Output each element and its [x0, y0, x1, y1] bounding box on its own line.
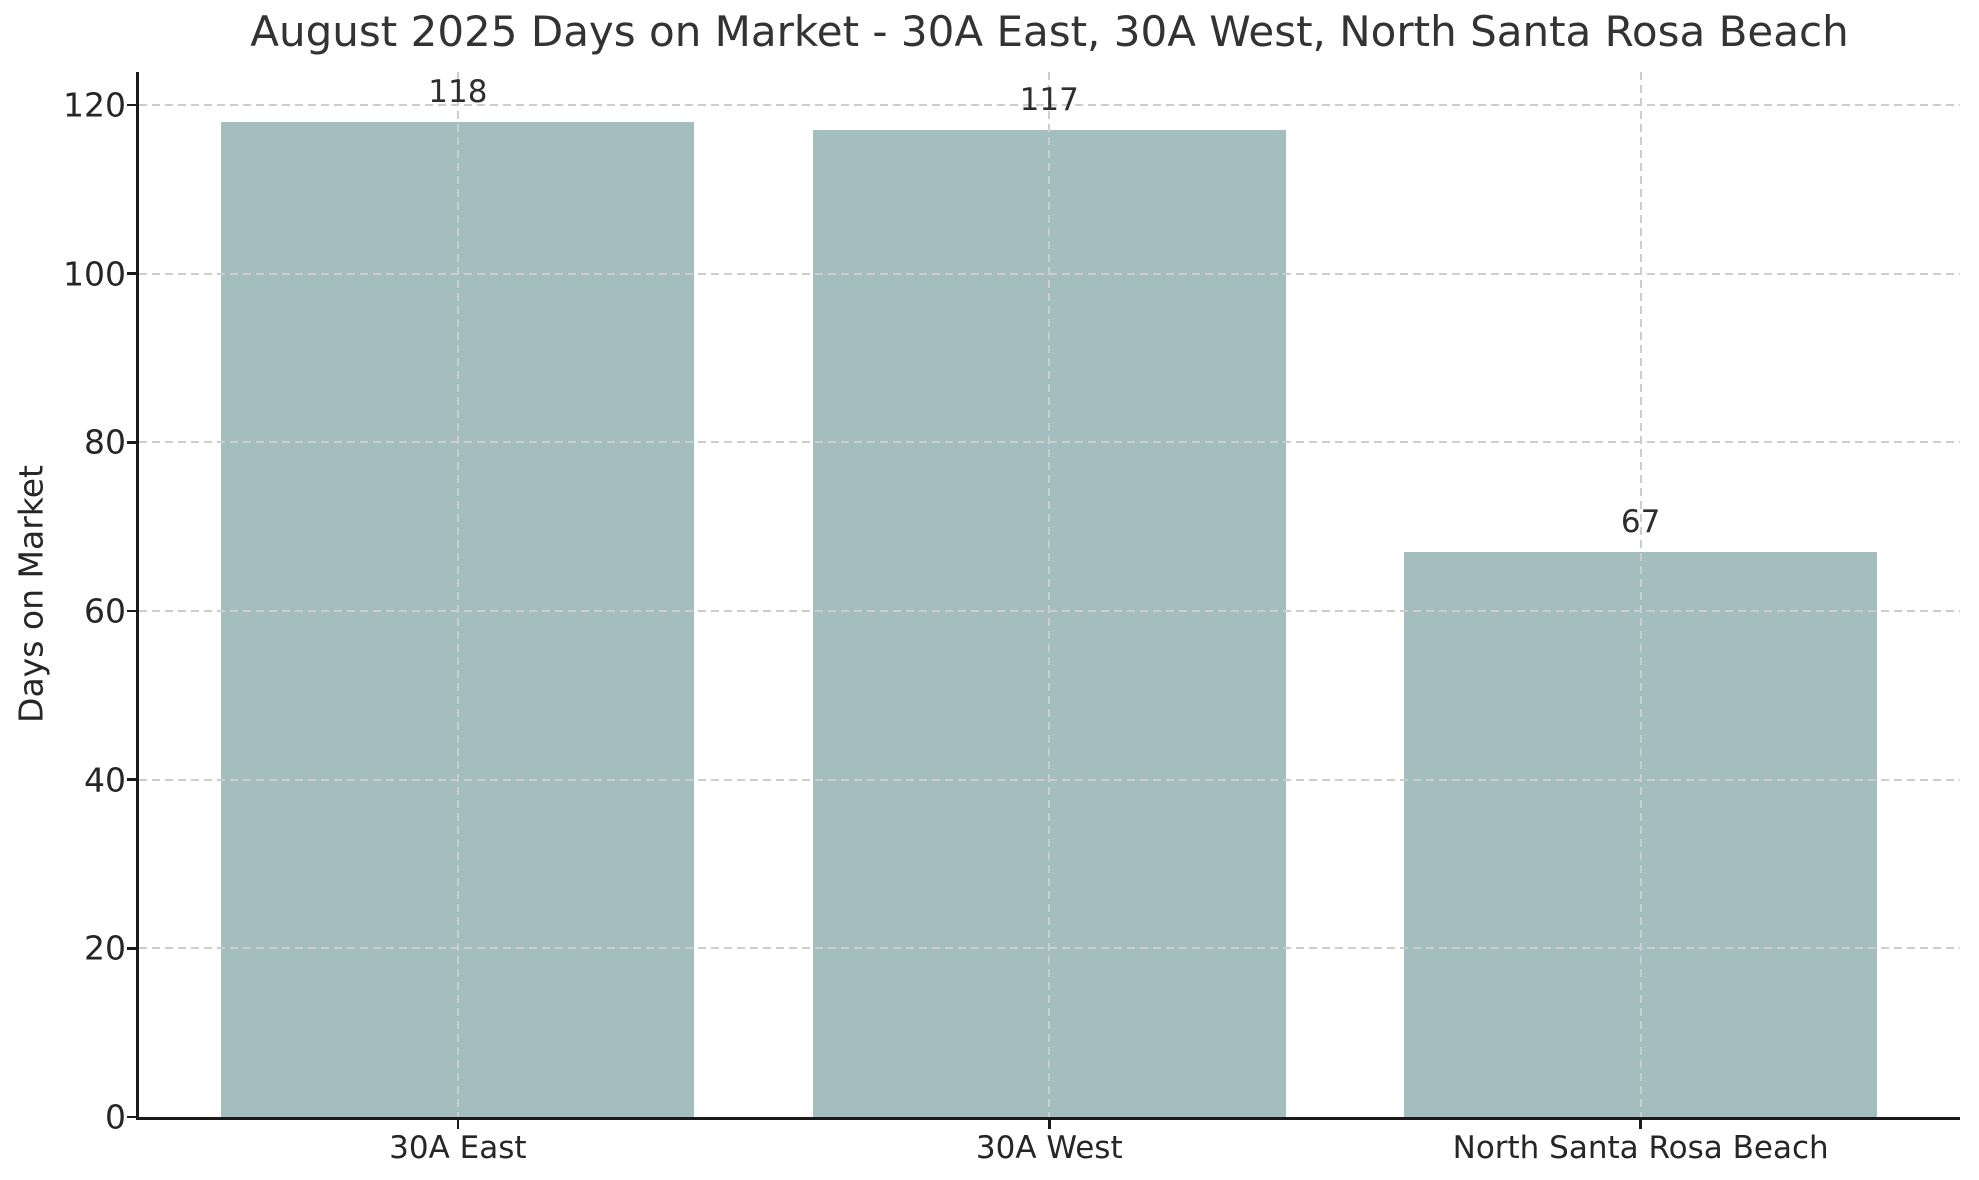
h-gridline: [138, 609, 1960, 612]
y-tick-mark: [126, 272, 136, 275]
y-tick-mark: [126, 609, 136, 613]
h-gridline: [138, 103, 1960, 106]
y-tick-label: 40: [84, 760, 126, 800]
y-tick-label: 80: [84, 422, 126, 462]
y-tick-mark: [126, 778, 136, 781]
x-tick-label: North Santa Rosa Beach: [1452, 1130, 1829, 1166]
y-tick-mark: [126, 1115, 136, 1119]
y-tick-label: 100: [63, 254, 126, 294]
x-tick-mark: [1639, 1120, 1642, 1129]
h-gridline: [138, 272, 1960, 275]
h-gridline: [138, 778, 1960, 781]
x-tick-label: 30A East: [389, 1130, 527, 1166]
y-tick-label: 60: [84, 591, 126, 631]
y-tick-mark: [126, 441, 136, 444]
bar-value-label: 117: [1019, 82, 1079, 119]
v-gridline: [1048, 72, 1051, 1117]
y-axis-spine: [135, 72, 139, 1120]
y-tick-label: 20: [84, 928, 126, 968]
bar-value-label: 118: [428, 73, 488, 110]
y-tick-mark: [126, 103, 136, 107]
chart-title: August 2025 Days on Market - 30A East, 3…: [250, 7, 1849, 56]
h-gridline: [138, 441, 1960, 444]
y-tick-mark: [126, 947, 136, 950]
y-tick-label: 120: [63, 85, 126, 125]
bar-value-label: 67: [1620, 503, 1661, 540]
h-gridline: [138, 947, 1960, 950]
y-tick-label: 0: [105, 1097, 126, 1137]
v-gridline: [456, 72, 459, 1117]
x-tick-mark: [456, 1120, 460, 1129]
x-tick-label: 30A West: [975, 1130, 1123, 1166]
x-tick-mark: [1048, 1120, 1051, 1129]
x-axis-spine: [135, 1117, 1960, 1120]
v-gridline: [1639, 72, 1642, 1117]
